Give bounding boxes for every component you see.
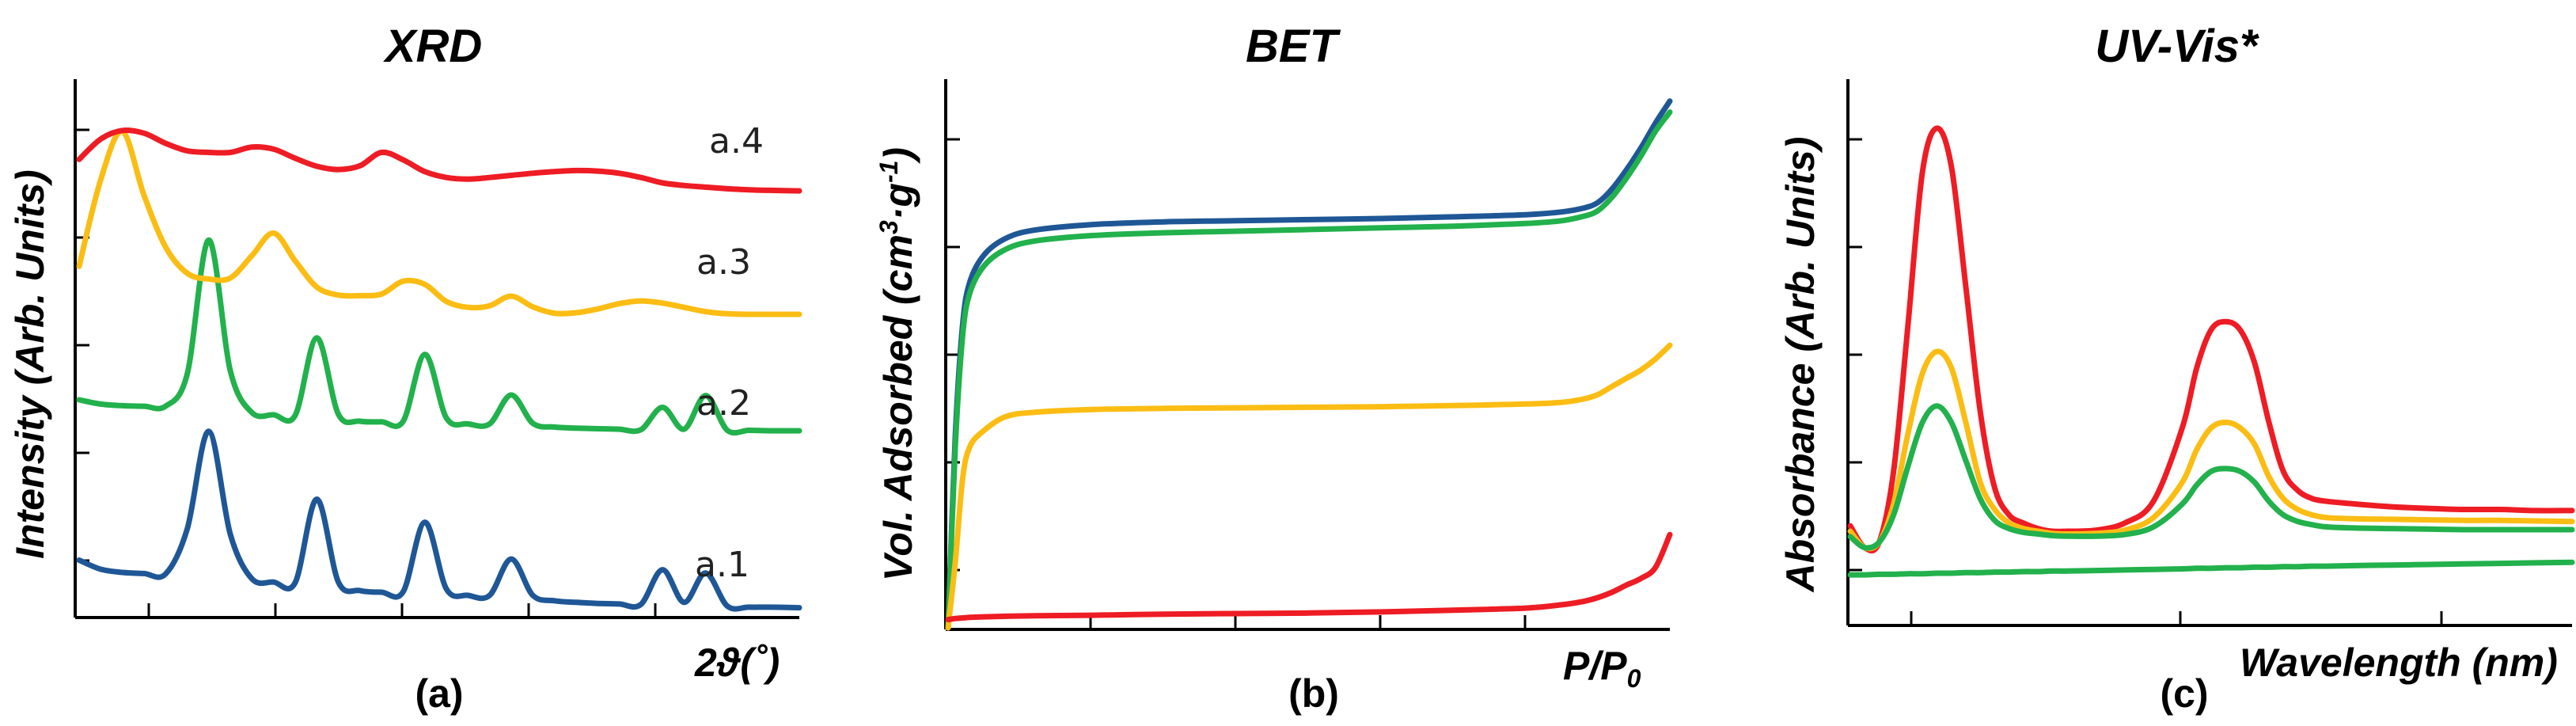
panel-uvvis: UV-Vis* Absorbance (Arb. Units) Waveleng… (1778, 21, 2575, 716)
xrd-ylabel: Intensity (Arb. Units) (8, 169, 52, 559)
bet-xlabel-main: P/P (1563, 644, 1627, 688)
bet-series-green (945, 109, 1673, 631)
bet-series-red (945, 531, 1673, 623)
xrd-title: XRD (383, 21, 482, 72)
xrd-label-a2: a.2 (696, 383, 751, 424)
panel-bet: BET Vol. Adsorbed (cm3·g-1) P/P0 (b) (874, 21, 1673, 716)
bet-ylabel-sup1: 3 (874, 220, 903, 234)
xrd-series-a4 (76, 127, 802, 194)
xrd-series-a2 (76, 237, 802, 436)
bet-ylabel: Vol. Adsorbed (cm3·g-1) (874, 147, 920, 581)
xrd-xlabel: 2ϑ(˚) (694, 640, 780, 685)
bet-ylabel-a: Vol. Adsorbed (cm (876, 234, 920, 581)
xrd-label-a3: a.3 (696, 242, 751, 283)
bet-xlabel-sub: 0 (1627, 664, 1641, 693)
bet-panel-tag: (b) (1288, 671, 1339, 716)
bet-ylabel-sup2: -1 (874, 161, 903, 183)
uvvis-xlabel: Wavelength (nm) (2240, 640, 2558, 685)
uvvis-series-green (1847, 403, 2575, 551)
panel-xrd: XRD a.1 a.2 a.3 a.4 Intensity (Arb. Unit… (8, 21, 802, 716)
xrd-label-a4: a.4 (709, 121, 764, 162)
xrd-series-a1 (76, 428, 802, 612)
uvvis-series-yellow (1847, 348, 2575, 552)
uvvis-series-green-baseline (1847, 559, 2575, 578)
bet-series-blue (945, 98, 1673, 631)
bet-axes (944, 79, 1670, 631)
bet-ylabel-b: ·g (876, 183, 920, 220)
uvvis-title: UV-Vis* (2095, 21, 2259, 72)
bet-series-yellow (945, 342, 1673, 631)
uvvis-ylabel: Absorbance (Arb. Units) (1778, 136, 1823, 593)
uvvis-axes (1846, 79, 2572, 627)
xrd-axes (74, 79, 799, 619)
uvvis-series-red (1847, 125, 2575, 554)
uvvis-plot-area (1847, 125, 2575, 578)
xrd-series-a3 (76, 128, 802, 317)
bet-title: BET (1246, 21, 1341, 72)
bet-ylabel-c: ) (876, 147, 920, 165)
xrd-label-a1: a.1 (695, 545, 749, 585)
xrd-plot-area (76, 127, 802, 612)
uvvis-panel-tag: (c) (2160, 671, 2208, 716)
bet-plot-area (945, 98, 1673, 631)
xrd-panel-tag: (a) (415, 671, 463, 716)
bet-xlabel: P/P0 (1563, 644, 1641, 693)
